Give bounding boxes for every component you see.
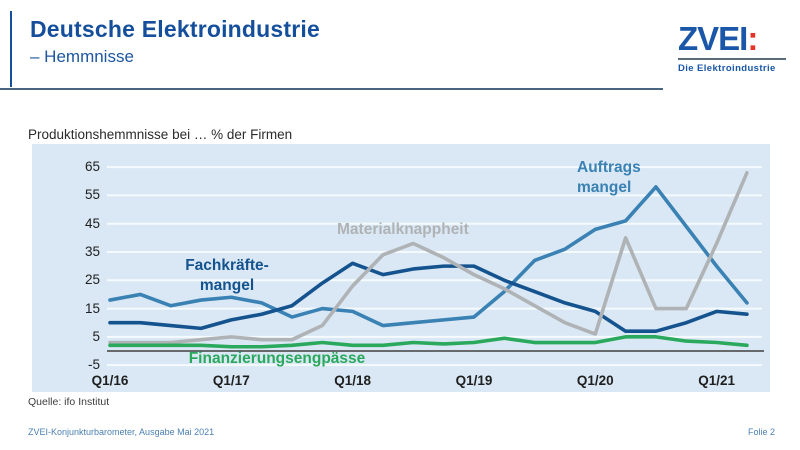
y-tick-label: 25 bbox=[84, 272, 100, 288]
series-label-line: Materialknappheit bbox=[337, 221, 469, 238]
chart-title: Produktionshemmnisse bei … % der Firmen bbox=[28, 127, 293, 142]
chart-lines-svg bbox=[107, 166, 764, 367]
y-tick-label: 5 bbox=[92, 328, 100, 344]
x-tick-label: Q1/19 bbox=[455, 373, 493, 388]
x-tick-label: Q1/17 bbox=[212, 373, 250, 388]
y-tick-label: 55 bbox=[84, 187, 100, 203]
y-tick-label: 15 bbox=[84, 300, 100, 316]
y-tick-label: 45 bbox=[84, 215, 100, 231]
page-title: Deutsche Elektroindustrie bbox=[30, 16, 321, 42]
series-label-materialknappheit: Materialknappheit bbox=[337, 220, 537, 240]
source-note: Quelle: ifo Institut bbox=[28, 396, 110, 408]
line-fachkraeftemangel bbox=[108, 261, 749, 333]
line-auftragsmangel bbox=[108, 185, 749, 328]
line-finanzierungsengpaesse bbox=[108, 335, 749, 349]
footer-publication: ZVEI-Konjunkturbarometer, Ausgabe Mai 20… bbox=[28, 427, 215, 437]
y-tick-label: 65 bbox=[84, 159, 100, 175]
zvei-logo-wordmark: ZVEI: bbox=[678, 22, 790, 55]
zvei-logo-tagline: Die Elektroindustrie bbox=[678, 63, 776, 74]
series-label-fachkraeftemangel: Fachkräfte- mangel bbox=[162, 256, 292, 296]
series-label-line: Auftrags bbox=[577, 159, 641, 176]
header-rule bbox=[0, 88, 663, 90]
series-label-line: Fachkräfte- bbox=[185, 257, 269, 274]
series-label-line: mangel bbox=[577, 179, 632, 196]
footer-page-number: Folie 2 bbox=[747, 427, 775, 437]
zvei-logo-text: ZVEI bbox=[678, 20, 748, 57]
x-tick-label: Q1/20 bbox=[576, 373, 614, 388]
x-tick-label: Q1/21 bbox=[698, 373, 735, 388]
header-accent-bar bbox=[10, 11, 12, 87]
line-materialknappheit bbox=[108, 170, 749, 345]
series-label-line: Finanzierungsengpässe bbox=[188, 350, 366, 367]
x-tick-label: Q1/16 bbox=[91, 373, 129, 388]
y-tick-label: -5 bbox=[87, 357, 100, 373]
zvei-logo: ZVEI: Die Elektroindustrie bbox=[678, 22, 790, 74]
zvei-logo-rule bbox=[678, 58, 786, 60]
series-label-auftragsmangel: Auftrags mangel bbox=[577, 158, 641, 198]
page-subtitle: – Hemmnisse bbox=[30, 47, 134, 66]
chart-panel: 65 55 45 35 25 15 5 -5 Q1/16 Q1/17 Q1/18 Q1/19 Q1/2… bbox=[32, 144, 770, 392]
x-tick-label: Q1/18 bbox=[334, 373, 372, 388]
y-tick-label: 35 bbox=[84, 243, 100, 259]
zvei-logo-colon: : bbox=[747, 20, 758, 57]
series-label-finanzierungsengpaesse: Finanzierungsengpässe bbox=[152, 349, 402, 369]
series-label-line: mangel bbox=[199, 277, 255, 294]
